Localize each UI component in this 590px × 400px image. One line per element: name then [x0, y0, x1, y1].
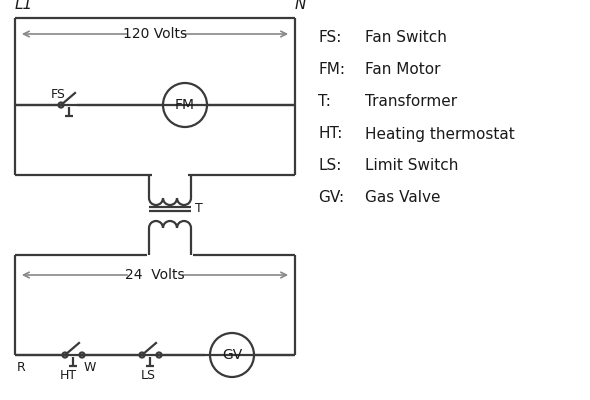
- Text: FS: FS: [51, 88, 66, 101]
- Text: FM: FM: [175, 98, 195, 112]
- Text: Fan Switch: Fan Switch: [365, 30, 447, 46]
- Text: LS: LS: [141, 369, 156, 382]
- Text: T: T: [195, 202, 203, 216]
- Text: HT: HT: [60, 369, 77, 382]
- Text: LS:: LS:: [318, 158, 342, 174]
- Text: Gas Valve: Gas Valve: [365, 190, 441, 206]
- Text: L1: L1: [15, 0, 33, 12]
- Text: FM:: FM:: [318, 62, 345, 78]
- Text: GV:: GV:: [318, 190, 344, 206]
- Text: Limit Switch: Limit Switch: [365, 158, 458, 174]
- Text: FS:: FS:: [318, 30, 342, 46]
- Text: Heating thermostat: Heating thermostat: [365, 126, 514, 142]
- Text: 120 Volts: 120 Volts: [123, 27, 187, 41]
- Text: W: W: [84, 361, 96, 374]
- Text: R: R: [17, 361, 26, 374]
- Text: HT:: HT:: [318, 126, 342, 142]
- Text: N: N: [295, 0, 306, 12]
- Text: Transformer: Transformer: [365, 94, 457, 110]
- Text: T:: T:: [318, 94, 331, 110]
- Text: GV: GV: [222, 348, 242, 362]
- Text: 24  Volts: 24 Volts: [125, 268, 185, 282]
- Text: Fan Motor: Fan Motor: [365, 62, 441, 78]
